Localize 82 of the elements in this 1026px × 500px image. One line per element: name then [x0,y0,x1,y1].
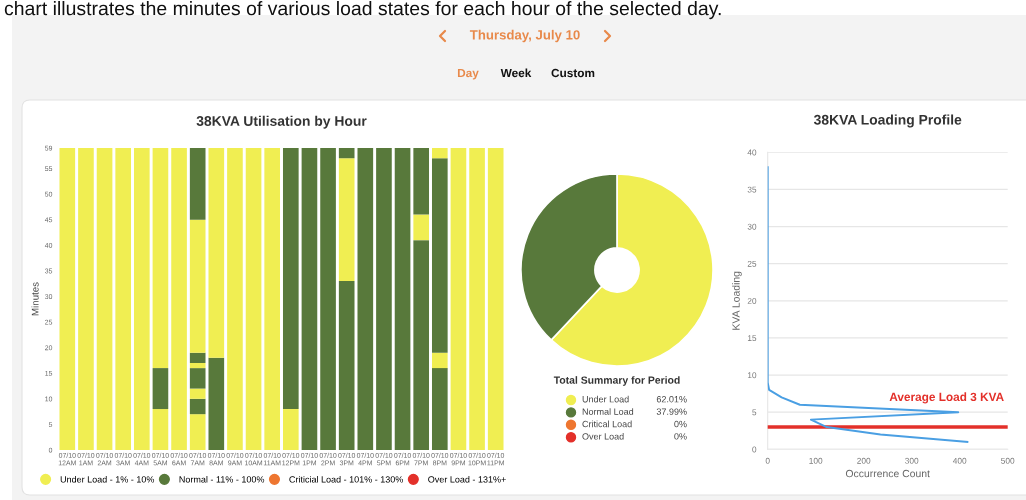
bar [189,148,206,220]
x-tick-label: 0 [765,457,770,464]
bar [208,148,225,358]
bar [301,148,318,450]
bar [394,148,411,450]
y-tick-label: 10 [747,372,757,379]
bar [189,388,206,399]
chart-title: 38KVA Loading Profile [813,114,962,128]
bar [208,357,225,450]
legend-label: Under Load - 1% - 10% [60,475,155,483]
y-axis-title: KVA Loading [732,271,742,330]
y-tick-label: 25 [747,260,757,267]
bar [469,148,485,450]
bar [413,148,430,215]
chart-title: 38KVA Utilisation by Hour [196,115,367,129]
x-tick-label: 500 [1001,457,1015,464]
bar [78,148,94,450]
legend-label: Over Load [582,432,624,440]
text: Thursday, July 10 [469,29,580,43]
bar [282,148,299,410]
legend-label: Normal - 11% - 100% [179,475,265,483]
y-tick-label: 15 [747,335,757,342]
bar [450,148,467,450]
bar [152,148,169,369]
x-tick-label: 300 [905,457,919,464]
bar [59,148,76,450]
x-tick-label: 200 [857,457,871,464]
bar [264,148,281,450]
bar [227,148,243,450]
legend-label: Normal Load [582,408,634,415]
y-tick-label: 20 [747,298,757,304]
bar [189,219,206,353]
y-tick-label: 5 [752,409,757,416]
bar [431,148,448,159]
y-axis-title: Minutes [31,282,39,316]
bar [413,214,430,241]
x-axis-title: Occurrence Count [845,469,930,478]
data-label: 37.99% [656,408,687,415]
bar [413,240,430,450]
data-label: 62.01% [656,396,687,403]
bar [487,148,504,450]
bar [282,409,299,450]
text: 0% [674,420,687,428]
bar [189,398,206,415]
y-tick-label: 30 [747,223,757,230]
bar [115,148,132,450]
legend-title: Total Summary for Period [553,376,680,386]
y-tick-label: 40 [747,149,757,156]
bar [376,148,392,450]
bar [171,148,187,450]
x-tick-label: 100 [809,457,823,464]
bar [152,368,169,410]
bar [96,148,113,450]
text: 0% [674,433,687,440]
x-tick-label: 400 [952,457,967,464]
bar [431,368,448,450]
legend-label: Critical Load [582,420,632,428]
y-tick-label: 35 [747,186,757,193]
bar [189,352,206,363]
bar [357,148,374,450]
bar [133,148,150,450]
ref-line-label: Average Load 3 KVA [889,392,1004,404]
bar [245,148,262,450]
bar [338,281,355,450]
bar [189,414,206,450]
legend-label: Criticial Load - 101% - 130% [289,475,403,483]
text: Day [457,68,479,80]
bar [189,362,206,369]
text: Week [500,68,532,78]
text: chart illustrates the minutes of various load states for each hour of the selected day. [4,1,721,20]
legend-label: Over Load - 131%+ [428,475,506,483]
text: Custom [551,68,595,78]
y-tick-label: 0 [752,446,757,453]
bar [431,352,448,369]
bar [338,148,355,159]
bar [431,158,448,353]
legend-label: Under Load [582,395,629,403]
bar [320,148,336,450]
bar [338,158,355,282]
line-series [767,166,969,443]
bar [189,368,206,389]
bar [152,409,169,450]
